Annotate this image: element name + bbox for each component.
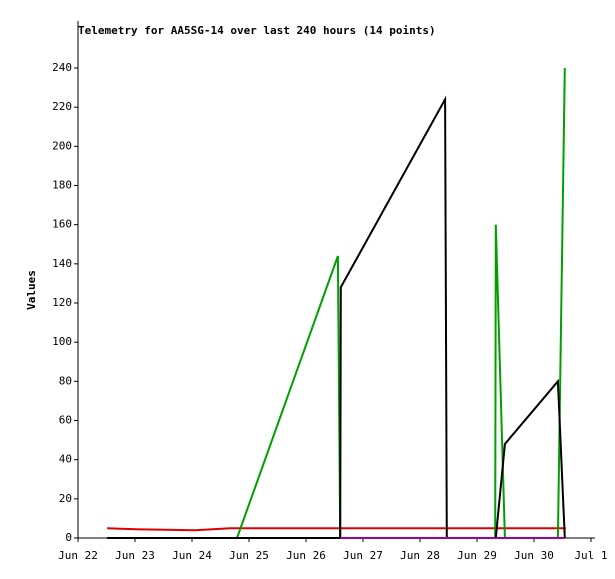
y-tick-label: 40	[59, 453, 72, 466]
x-tick-label: Jun 26	[286, 549, 326, 562]
x-tick-label: Jul 1	[574, 549, 607, 562]
y-tick-label: 20	[59, 492, 72, 505]
y-tick-label: 220	[52, 100, 72, 113]
x-tick-label: Jun 24	[172, 549, 212, 562]
y-tick-label: 100	[52, 335, 72, 348]
y-tick-label: 200	[52, 139, 72, 152]
x-tick-label: Jun 30	[514, 549, 554, 562]
y-tick-label: 120	[52, 296, 72, 309]
x-tick-label: Jun 27	[343, 549, 383, 562]
x-tick-label: Jun 29	[457, 549, 497, 562]
y-tick-label: 240	[52, 61, 72, 74]
y-axis-label: Values	[25, 270, 38, 310]
x-tick-label: Jun 23	[115, 549, 155, 562]
y-tick-label: 60	[59, 414, 72, 427]
y-tick-label: 0	[65, 531, 72, 544]
chart-title: Telemetry for AA5SG-14 over last 240 hou…	[78, 24, 436, 37]
y-tick-label: 140	[52, 257, 72, 270]
x-tick-label: Jun 25	[229, 549, 269, 562]
y-tick-label: 80	[59, 374, 72, 387]
x-tick-label: Jun 22	[58, 549, 98, 562]
y-tick-label: 160	[52, 218, 72, 231]
x-tick-label: Jun 28	[400, 549, 440, 562]
series-line	[107, 527, 566, 532]
y-tick-label: 180	[52, 179, 72, 192]
